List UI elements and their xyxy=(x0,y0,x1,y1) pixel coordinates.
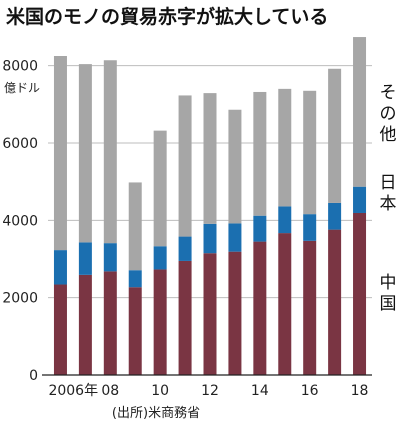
chart-title: 米国のモノの貿易赤字が拡大している xyxy=(6,5,328,28)
bar-2012-series-2 xyxy=(203,93,217,224)
bar-2008-series-0 xyxy=(103,271,117,375)
legend-label-series-1: 日本 xyxy=(380,173,397,214)
y-tick-label: 2000 xyxy=(2,291,38,307)
bar-2014-series-1 xyxy=(253,215,267,242)
bar-2007-series-2 xyxy=(78,64,92,243)
source-note: (出所)米商務省 xyxy=(112,406,200,421)
y-axis-unit-label: 億ドル xyxy=(4,81,40,95)
legend-label-series-0: 中国 xyxy=(380,273,397,314)
x-tick-label: 16 xyxy=(301,383,319,399)
bar-2006-series-2 xyxy=(53,56,67,251)
legend-label-series-2: その他 xyxy=(380,83,397,145)
x-tick-label: 14 xyxy=(251,383,269,399)
bar-2011-series-0 xyxy=(178,260,192,375)
bar-2018-series-2 xyxy=(353,37,367,187)
x-tick-label: 18 xyxy=(351,383,369,399)
bar-2016-series-2 xyxy=(303,90,317,215)
bar-2010-series-2 xyxy=(153,130,167,247)
bar-2017-series-1 xyxy=(328,202,342,230)
bar-2014-series-2 xyxy=(253,91,267,216)
bar-2010-series-1 xyxy=(153,246,167,270)
bar-2013-series-2 xyxy=(228,109,242,224)
bar-2018-series-0 xyxy=(353,212,367,375)
bar-2007-series-0 xyxy=(78,274,92,375)
bar-2015-series-0 xyxy=(278,233,292,375)
bar-series xyxy=(53,37,367,375)
bar-2015-series-2 xyxy=(278,88,292,207)
x-tick-label: 10 xyxy=(151,383,169,399)
bar-2008-series-1 xyxy=(103,243,117,272)
bar-2009-series-2 xyxy=(128,182,142,271)
y-tick-label: 4000 xyxy=(2,213,38,229)
bar-2009-series-1 xyxy=(128,270,142,288)
bar-2012-series-0 xyxy=(203,253,217,375)
bar-2016-series-0 xyxy=(303,240,317,375)
bar-2008-series-2 xyxy=(103,60,117,244)
bar-2016-series-1 xyxy=(303,214,317,241)
bar-2013-series-0 xyxy=(228,251,242,375)
y-tick-label: 6000 xyxy=(2,136,38,152)
bar-2014-series-0 xyxy=(253,241,267,375)
y-tick-label: 0 xyxy=(29,368,38,384)
bar-2015-series-1 xyxy=(278,206,292,234)
bar-2009-series-0 xyxy=(128,287,142,375)
bar-2007-series-1 xyxy=(78,242,92,275)
y-tick-label: 8000 xyxy=(2,59,38,75)
y-axis-ticks: 0 2000 4000 6000 8000 xyxy=(2,59,38,384)
bar-2006-series-1 xyxy=(53,250,67,285)
bar-2017-series-0 xyxy=(328,229,342,375)
bar-2013-series-1 xyxy=(228,223,242,252)
bar-2011-series-1 xyxy=(178,236,192,261)
bar-2011-series-2 xyxy=(178,95,192,237)
x-tick-label: 12 xyxy=(201,383,219,399)
bar-2018-series-1 xyxy=(353,186,367,213)
bar-2017-series-2 xyxy=(328,68,342,203)
x-tick-label: 2006年 xyxy=(48,383,98,399)
x-tick-label: 08 xyxy=(101,383,119,399)
x-axis-ticks: 2006年 08 10 12 14 16 18 xyxy=(48,383,368,399)
bar-2010-series-0 xyxy=(153,269,167,375)
bar-2006-series-0 xyxy=(53,284,67,375)
bar-2012-series-1 xyxy=(203,223,217,254)
